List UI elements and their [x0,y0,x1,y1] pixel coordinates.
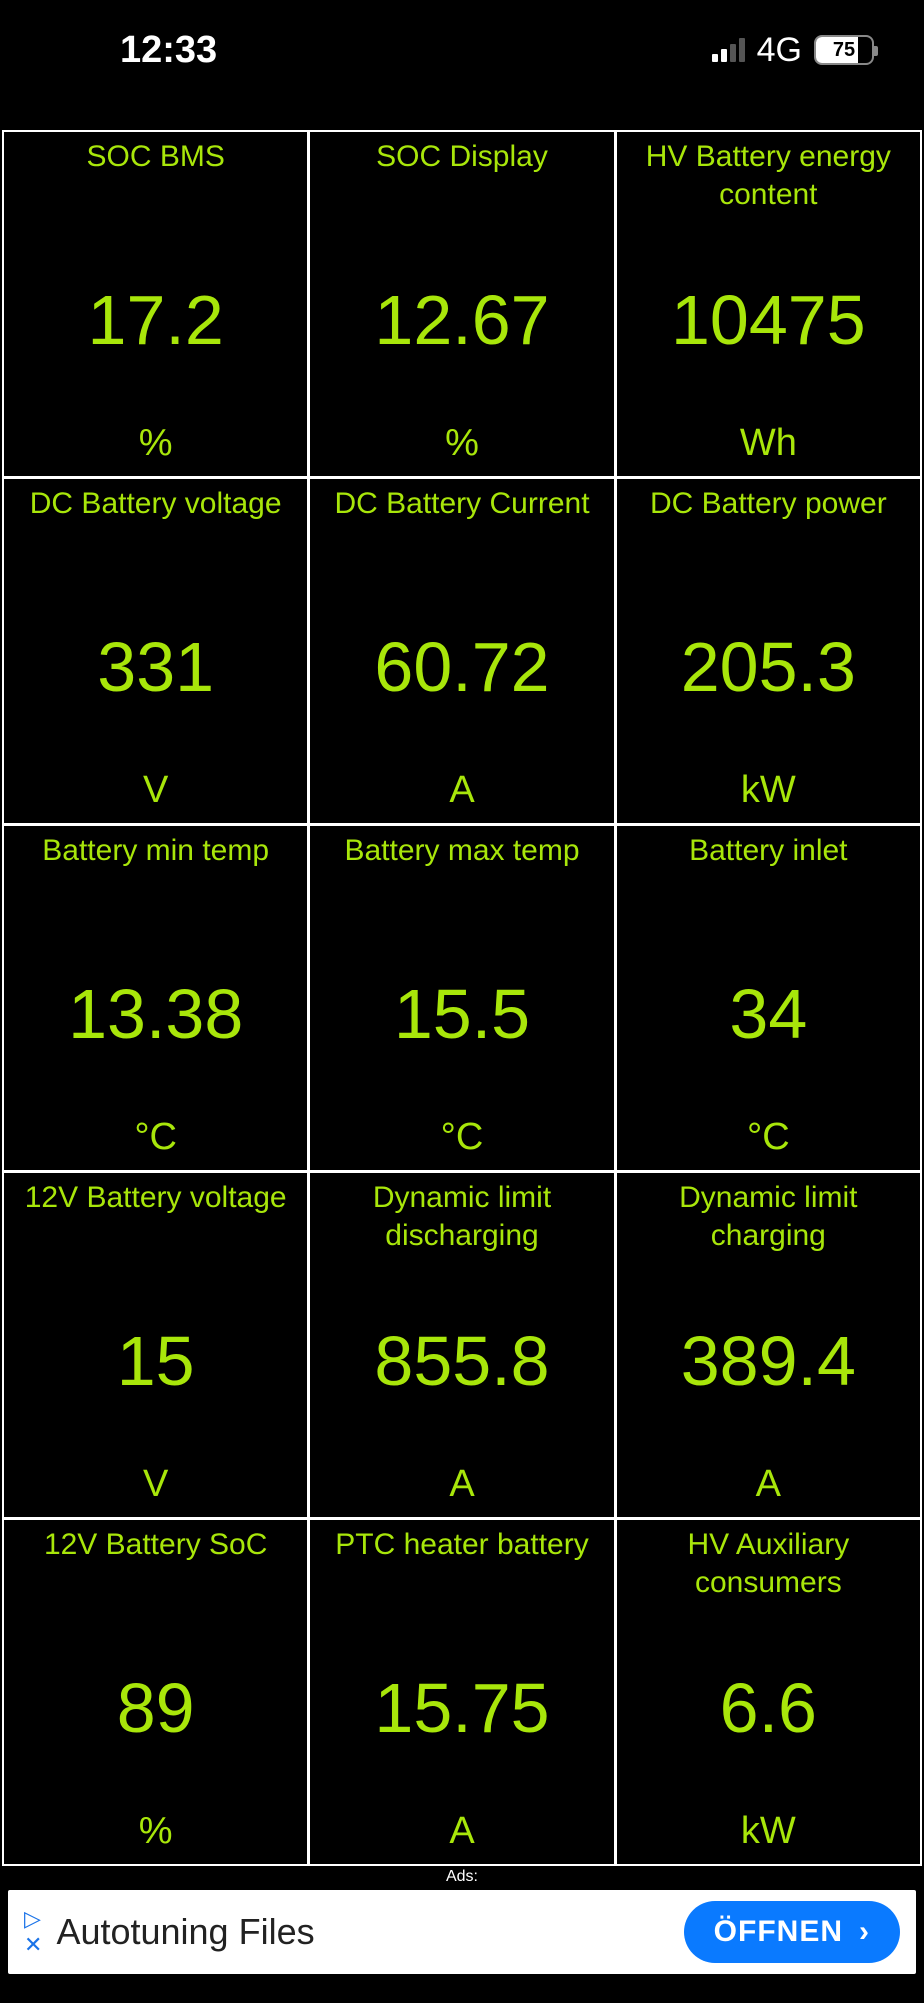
gauge-value: 15.5 [394,979,530,1049]
ad-button-label: ÖFFNEN [714,1915,843,1949]
gauge-title: HV Battery energy content [623,138,914,216]
gauge-cell[interactable]: DC Battery Current 60.72 A [310,479,613,823]
gauge-value: 10475 [671,285,866,355]
battery-icon: 75 [814,35,874,65]
gauge-value: 34 [729,979,807,1049]
gauge-unit: V [143,771,168,813]
gauge-unit: A [449,771,474,813]
gauge-value: 13.38 [68,979,243,1049]
gauge-cell[interactable]: Battery inlet 34 °C [617,826,920,1170]
ad-open-button[interactable]: ÖFFNEN › [684,1901,900,1963]
gauge-cell[interactable]: HV Battery energy content 10475 Wh [617,132,920,476]
network-label: 4G [757,31,802,70]
gauge-title: Dynamic limit charging [623,1179,914,1257]
gauge-value: 12.67 [374,285,549,355]
status-right: 4G 75 [712,31,874,70]
gauge-title: 12V Battery SoC [44,1526,267,1604]
gauge-title: PTC heater battery [335,1526,588,1604]
gauge-unit: % [139,424,173,466]
status-time: 12:33 [120,29,217,72]
ad-title: Autotuning Files [56,1911,683,1953]
gauge-title: 12V Battery voltage [25,1179,287,1257]
gauge-title: DC Battery Current [334,485,589,563]
gauge-value: 855.8 [374,1326,549,1396]
gauge-unit: A [449,1812,474,1854]
gauge-value: 389.4 [681,1326,856,1396]
gauge-cell[interactable]: Battery max temp 15.5 °C [310,826,613,1170]
gauge-value: 15 [117,1326,195,1396]
signal-icon [712,38,745,62]
gauge-cell[interactable]: DC Battery voltage 331 V [4,479,307,823]
gauge-unit: kW [741,771,796,813]
gauge-cell[interactable]: HV Auxiliary consumers 6.6 kW [617,1520,920,1864]
gauge-unit: °C [441,1118,484,1160]
gauge-title: SOC BMS [86,138,224,216]
gauge-unit: °C [747,1118,790,1160]
gauge-title: SOC Display [376,138,548,216]
gauge-value: 17.2 [88,285,224,355]
gauge-title: Battery inlet [689,832,847,910]
gauge-cell[interactable]: SOC Display 12.67% [310,132,613,476]
ads-label: Ads: [0,1868,924,1886]
gauge-unit: V [143,1465,168,1507]
status-bar: 12:33 4G 75 [0,0,924,100]
gauge-cell[interactable]: Dynamic limit charging 389.4 A [617,1173,920,1517]
gauge-title: DC Battery power [650,485,887,563]
gauge-unit: % [445,424,479,466]
gauge-value: 205.3 [681,632,856,702]
gauge-title: Dynamic limit discharging [316,1179,607,1257]
gauge-title: DC Battery voltage [30,485,282,563]
chevron-right-icon: › [859,1915,870,1949]
gauge-cell[interactable]: Dynamic limit discharging 855.8 A [310,1173,613,1517]
gauge-cell[interactable]: 12V Battery SoC 89% [4,1520,307,1864]
gauge-value: 89 [117,1673,195,1743]
gauge-title: HV Auxiliary consumers [623,1526,914,1604]
gauge-value: 60.72 [374,632,549,702]
gauge-unit: Wh [740,424,797,466]
gauge-value: 15.75 [374,1673,549,1743]
gauge-cell[interactable]: DC Battery power 205.3 kW [617,479,920,823]
gauge-unit: A [756,1465,781,1507]
gauge-title: Battery min temp [42,832,269,910]
gauge-unit: °C [134,1118,177,1160]
gauge-cell[interactable]: SOC BMS 17.2% [4,132,307,476]
adchoices-icon[interactable]: ▷ ✕ [24,1908,42,1956]
ad-banner[interactable]: ▷ ✕ Autotuning Files ÖFFNEN › [8,1890,916,1974]
gauge-value: 331 [97,632,214,702]
gauge-cell[interactable]: 12V Battery voltage 15 V [4,1173,307,1517]
gauge-unit: A [449,1465,474,1507]
gauge-title: Battery max temp [344,832,579,910]
gauge-unit: kW [741,1812,796,1854]
gauge-value: 6.6 [720,1673,817,1743]
gauge-cell[interactable]: PTC heater battery 15.75 A [310,1520,613,1864]
gauge-grid: SOC BMS 17.2% SOC Display 12.67% HV Battery … [2,130,922,1866]
battery-percent: 75 [816,39,872,62]
gauge-unit: % [139,1812,173,1854]
gauge-cell[interactable]: Battery min temp 13.38 °C [4,826,307,1170]
